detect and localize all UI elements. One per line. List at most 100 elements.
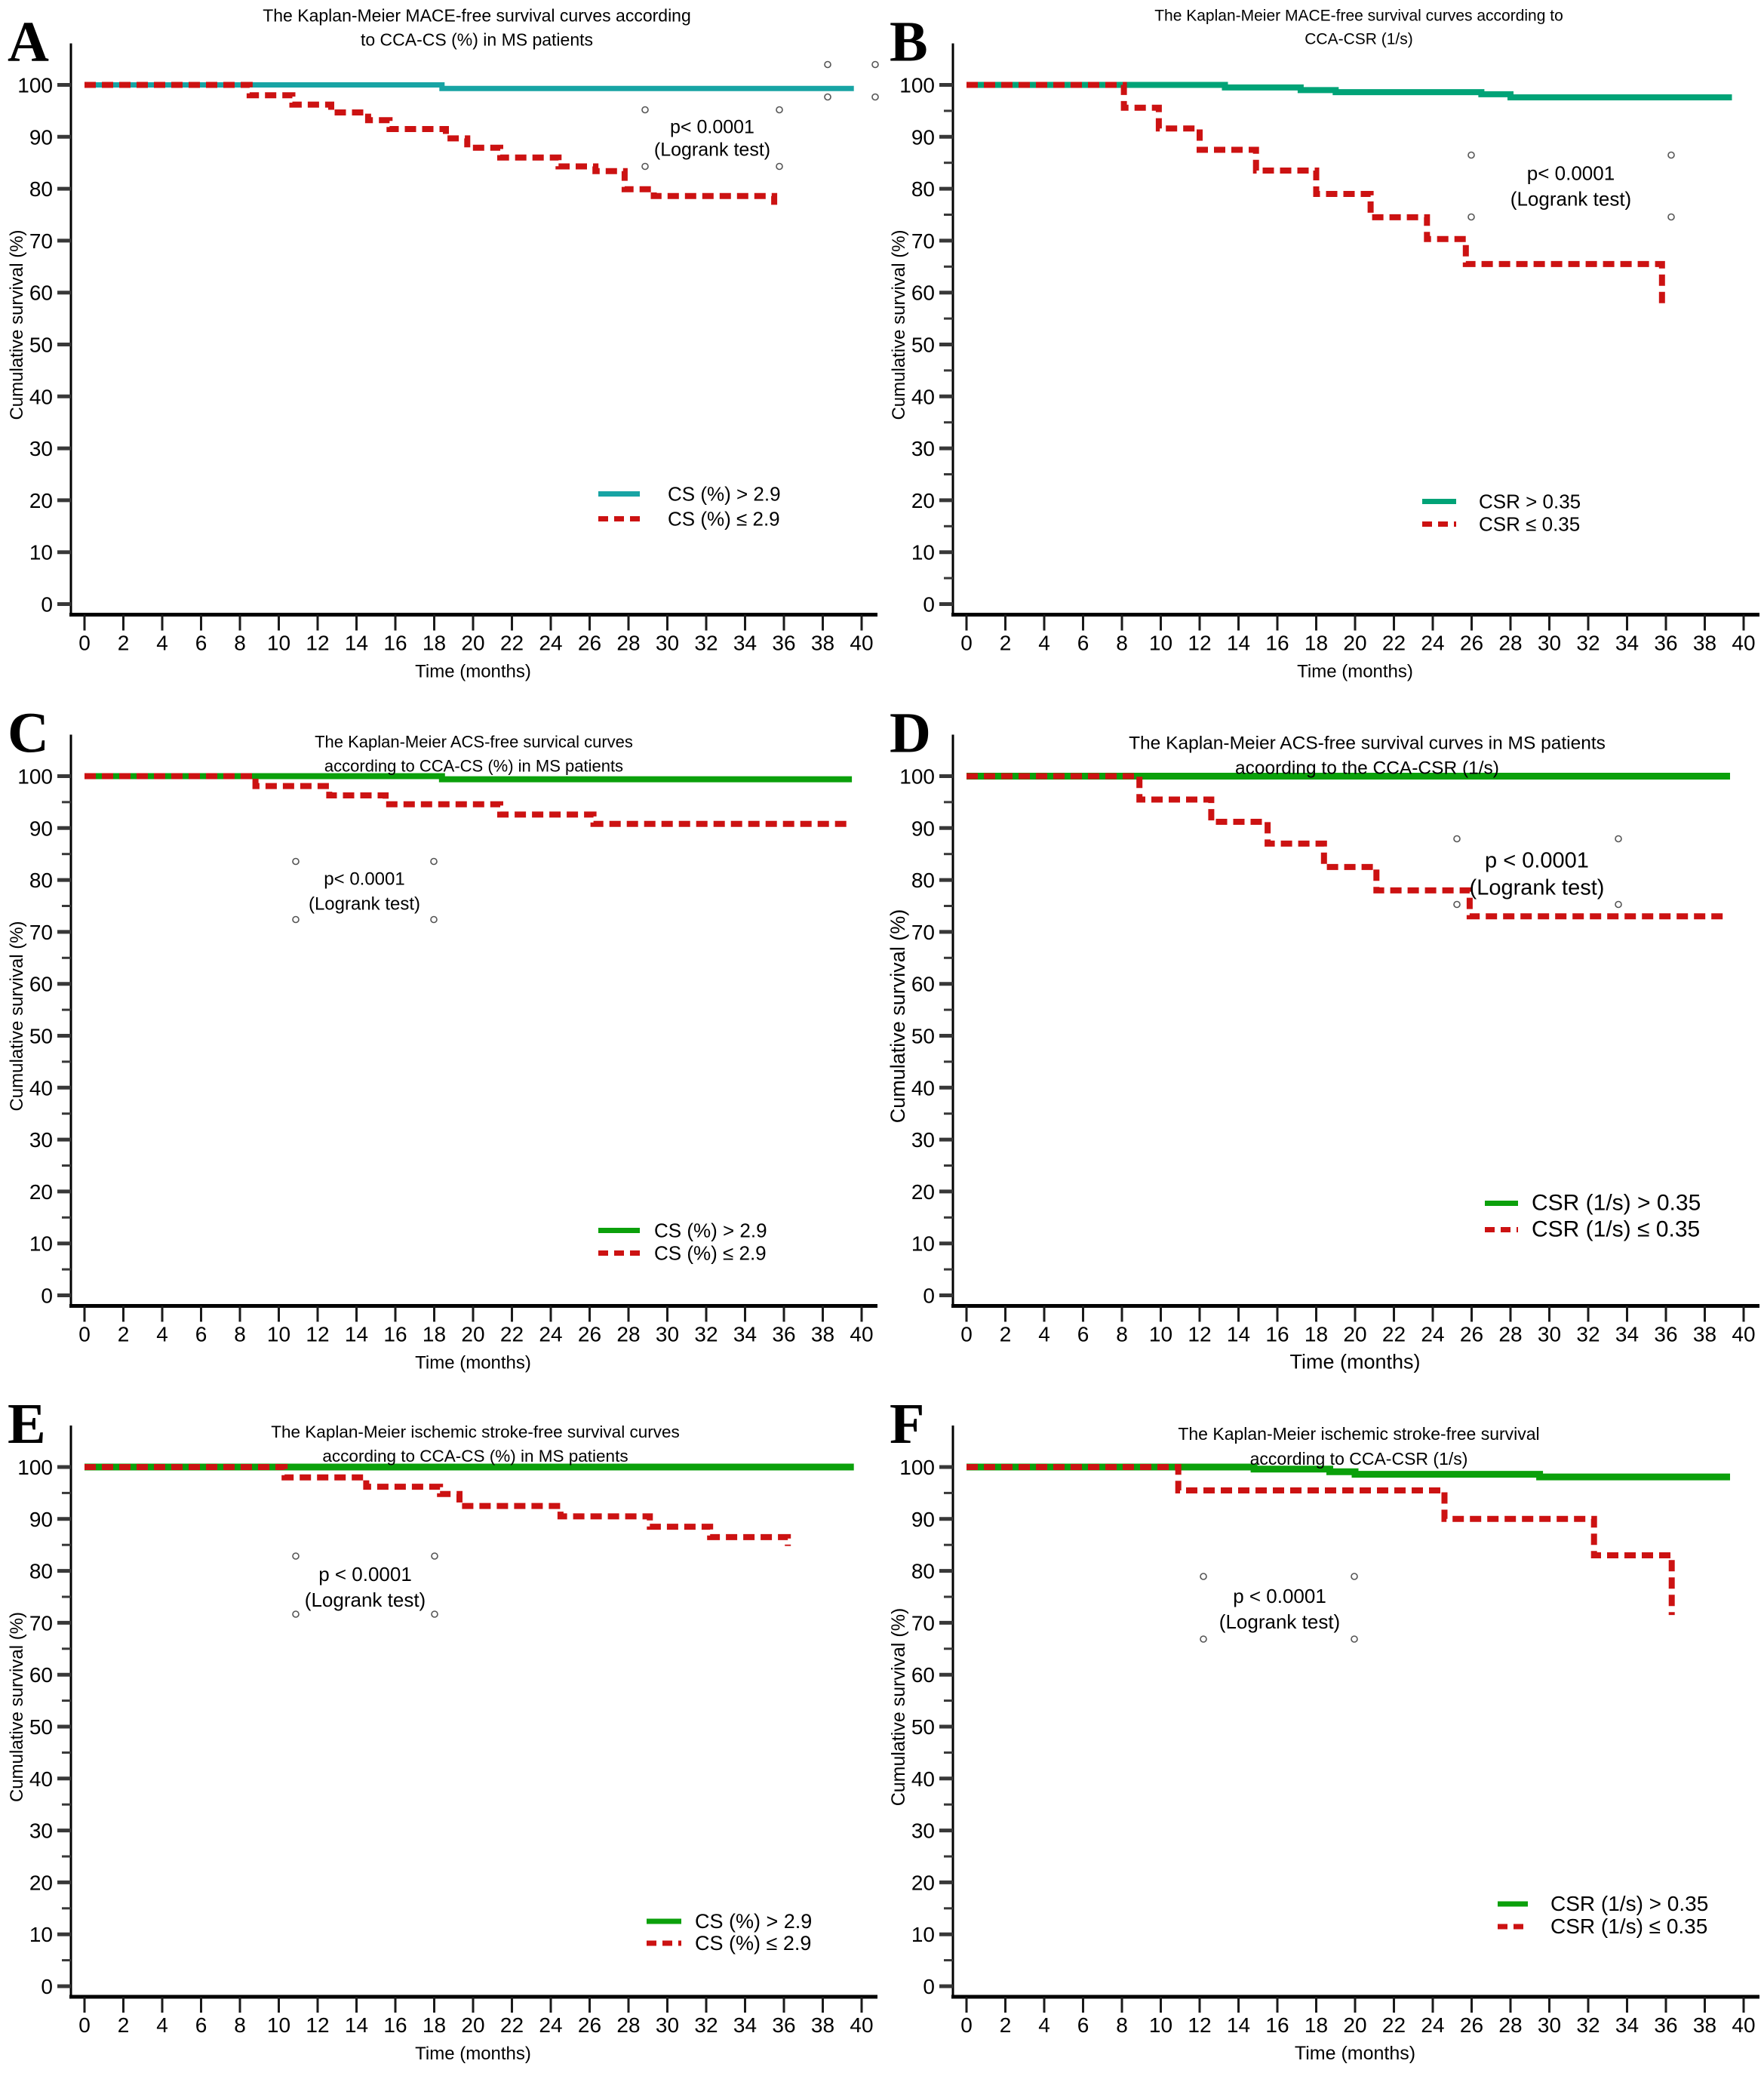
y-axis-label: Cumulative survival (%): [887, 909, 909, 1124]
x-axis-label: Time (months): [1297, 662, 1413, 682]
x-tick-label: 38: [1693, 1323, 1716, 1346]
x-tick-label: 40: [850, 2013, 873, 2037]
x-tick-label: 6: [195, 2013, 207, 2037]
y-tick-label: 40: [29, 385, 53, 408]
x-tick-label: 10: [1149, 1323, 1172, 1346]
legend-label-above-cutoff: CSR (1/s) > 0.35: [1550, 1892, 1708, 1915]
y-tick-label: 60: [911, 1663, 935, 1687]
x-tick-label: 2: [1000, 1323, 1012, 1346]
x-tick-label: 30: [656, 1323, 679, 1346]
textbox-handle-icon: [1615, 900, 1622, 909]
km-curve-above-cutoff: [85, 82, 854, 91]
x-tick-label: 20: [1343, 632, 1366, 655]
x-tick-label: 40: [1732, 2013, 1755, 2037]
textbox-handle-icon: [871, 93, 879, 101]
y-tick-label: 70: [29, 229, 53, 253]
x-tick-label: 0: [78, 632, 91, 655]
x-tick-label: 10: [267, 1323, 290, 1346]
x-tick-label: 40: [850, 1323, 873, 1346]
y-tick-label: 10: [29, 1923, 53, 1946]
y-tick-label: 30: [29, 1128, 53, 1152]
x-tick-label: 22: [500, 2013, 524, 2037]
x-tick-label: 22: [1382, 632, 1406, 655]
p-value-text: p < 0.0001: [1485, 849, 1589, 873]
x-tick-label: 2: [118, 632, 130, 655]
x-tick-label: 16: [1265, 2013, 1289, 2037]
x-tick-label: 8: [1116, 2013, 1128, 2037]
x-tick-label: 40: [1732, 632, 1755, 655]
x-tick-label: 32: [694, 632, 718, 655]
km-curve-below-cutoff: [967, 82, 1665, 306]
logrank-test-text: (Logrank test): [1510, 188, 1631, 211]
textbox-handle-icon: [641, 106, 649, 114]
x-tick-label: 24: [539, 2013, 562, 2037]
x-tick-label: 12: [1188, 1323, 1211, 1346]
y-tick-label: 0: [923, 1284, 935, 1308]
x-tick-label: 4: [156, 632, 168, 655]
p-value-text: p< 0.0001: [324, 869, 404, 890]
x-tick-label: 8: [234, 2013, 246, 2037]
x-tick-label: 8: [1116, 632, 1128, 655]
x-tick-label: 12: [1188, 2013, 1211, 2037]
legend-label-above-cutoff: CS (%) > 2.9: [695, 1910, 812, 1933]
x-tick-label: 6: [1077, 632, 1089, 655]
y-axis-label: Cumulative survival (%): [888, 1608, 909, 1807]
p-value-text: p< 0.0001: [670, 117, 754, 138]
x-tick-label: 38: [811, 1323, 834, 1346]
x-axis-label: Time (months): [1289, 1351, 1420, 1373]
x-tick-label: 30: [1538, 2013, 1561, 2037]
panel-title-line1: The Kaplan-Meier MACE-free survival curv…: [1154, 8, 1563, 25]
x-tick-label: 30: [656, 632, 679, 655]
textbox-handle-icon: [1667, 151, 1675, 159]
x-tick-label: 12: [306, 2013, 329, 2037]
x-tick-label: 36: [1654, 632, 1677, 655]
p-value-text: p < 0.0001: [318, 1563, 412, 1586]
y-axis-label: Cumulative survival (%): [889, 229, 909, 420]
textbox-handle-icon: [431, 1552, 438, 1560]
y-tick-label: 80: [911, 1560, 935, 1583]
panel-e: 0 10 20 30 40 50 60 70 80 90 100 0 2 4 6 8 10 12 14 16 18 20 2…: [0, 1383, 882, 2073]
x-tick-label: 36: [1654, 2013, 1677, 2037]
legend-label-above-cutoff: CSR (1/s) > 0.35: [1532, 1191, 1701, 1216]
x-tick-label: 20: [461, 2013, 484, 2037]
y-tick-label: 80: [911, 869, 935, 892]
x-tick-label: 28: [1498, 1323, 1522, 1346]
y-tick-label: 70: [911, 229, 935, 253]
y-tick-label: 40: [29, 1076, 53, 1100]
y-tick-label: 50: [911, 334, 935, 357]
x-tick-label: 14: [1227, 1323, 1250, 1346]
y-tick-label: 80: [29, 177, 53, 201]
x-tick-label: 16: [383, 632, 407, 655]
x-tick-label: 8: [234, 632, 246, 655]
x-tick-label: 14: [345, 1323, 368, 1346]
x-tick-label: 10: [1149, 2013, 1172, 2037]
legend-label-above-cutoff: CS (%) > 2.9: [668, 483, 781, 506]
y-tick-label: 50: [29, 334, 53, 357]
legend-label-above-cutoff: CS (%) > 2.9: [654, 1220, 767, 1242]
y-tick-label: 50: [29, 1025, 53, 1048]
panel-f: 0 10 20 30 40 50 60 70 80 90 100 0 2 4 6 8 10 12 14 16 18 20 2…: [882, 1383, 1764, 2073]
x-tick-label: 4: [1038, 632, 1050, 655]
y-tick-label: 90: [911, 125, 935, 149]
x-tick-label: 2: [1000, 632, 1012, 655]
y-tick-label: 0: [41, 1284, 53, 1308]
y-tick-label: 100: [899, 765, 935, 789]
x-tick-label: 38: [811, 2013, 834, 2037]
km-curve-below-cutoff: [967, 1464, 1675, 1616]
panel-title-line1: The Kaplan-Meier MACE-free survival curv…: [263, 6, 691, 26]
textbox-handle-icon: [292, 1610, 300, 1618]
textbox-handle-icon: [430, 915, 438, 924]
x-tick-label: 32: [694, 2013, 718, 2037]
x-tick-label: 16: [383, 1323, 407, 1346]
y-tick-label: 20: [911, 489, 935, 512]
x-tick-label: 18: [1305, 632, 1328, 655]
x-tick-label: 36: [772, 1323, 795, 1346]
textbox-handle-icon: [1200, 1573, 1207, 1580]
legend-label-below-cutoff: CS (%) ≤ 2.9: [654, 1242, 767, 1265]
y-tick-label: 90: [29, 125, 53, 149]
